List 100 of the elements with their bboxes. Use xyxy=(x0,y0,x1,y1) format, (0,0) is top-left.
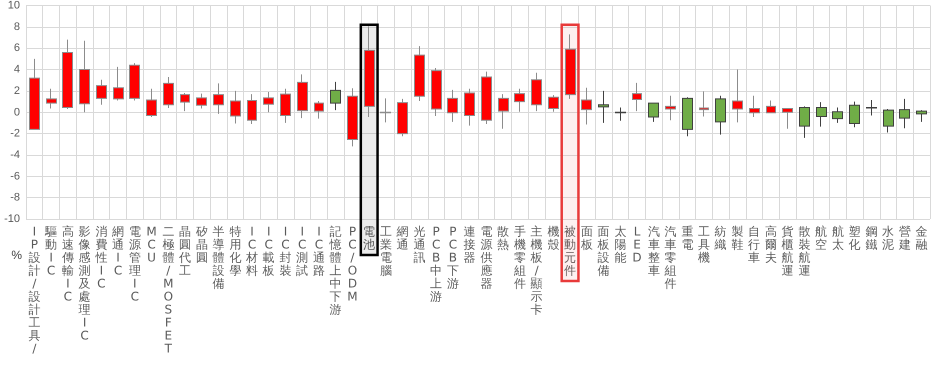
x-tick-label: PCB下游 xyxy=(446,224,459,290)
candlestick xyxy=(380,98,391,123)
candlestick xyxy=(431,67,442,116)
y-axis-title: % xyxy=(11,248,22,262)
candlestick xyxy=(247,94,257,124)
y-tick-label: -2 xyxy=(10,128,20,140)
x-tick-label: 連接器 xyxy=(464,224,476,264)
candlestick xyxy=(799,106,810,138)
x-tick-label: 塑化 xyxy=(848,224,861,252)
y-tick-label: -6 xyxy=(10,170,20,182)
candlestick xyxy=(514,88,525,112)
x-tick-label: 消費性IC xyxy=(94,224,108,290)
x-tick-label: 航太 xyxy=(832,224,844,252)
x-tick-label: 電源供應器 xyxy=(480,224,492,290)
x-tick-label: LED xyxy=(632,224,642,264)
candlestick xyxy=(699,90,709,118)
x-tick-label: 太陽能 xyxy=(614,224,626,264)
candlestick xyxy=(62,39,73,110)
candlestick xyxy=(180,92,190,112)
x-tick-label: 半導體設備 xyxy=(212,224,225,290)
candlestick xyxy=(96,79,107,106)
candlestick xyxy=(481,71,492,124)
x-tick-label: 重電 xyxy=(681,224,694,252)
y-tick-label: 8 xyxy=(14,20,20,33)
x-tick-label: IC封裝 xyxy=(279,224,292,278)
candlestick xyxy=(330,81,341,111)
x-tick-label: 製鞋 xyxy=(731,224,744,252)
y-tick-label: 2 xyxy=(14,84,20,97)
candlestick xyxy=(782,108,793,130)
candlestick xyxy=(715,95,726,136)
x-tick-label: 記憶體上中下游 xyxy=(328,224,342,316)
candlestick xyxy=(498,94,509,130)
x-tick-label: 工具機 xyxy=(698,224,710,264)
candlestick xyxy=(766,100,776,114)
y-tick-label: 10 xyxy=(8,0,20,12)
candlestick xyxy=(314,100,324,120)
candlestick xyxy=(581,87,592,126)
y-tick-label: 0 xyxy=(14,106,20,118)
category-label: 影像感測及處理IC xyxy=(78,224,91,342)
x-tick-label: 鋼鐵 xyxy=(865,224,878,252)
x-tick-label: 電源管理IC xyxy=(128,224,141,304)
x-tick-label: 汽車零組件 xyxy=(664,224,677,290)
candlestick xyxy=(280,88,291,124)
x-tick-label: 主機板/顯示卡 xyxy=(530,224,543,316)
candlestick xyxy=(899,98,910,129)
x-tick-label: IC通路 xyxy=(312,224,325,278)
x-tick-label: 金融 xyxy=(916,224,928,252)
candlestick xyxy=(916,110,927,122)
x-tick-label: 網通IC xyxy=(111,224,124,278)
x-tick-label: PC/ODM xyxy=(347,224,358,304)
candlestick xyxy=(648,102,659,122)
candlestick xyxy=(849,101,860,128)
x-tick-label: 矽晶圓 xyxy=(194,224,208,264)
candlestick xyxy=(866,99,877,116)
x-tick-label: 特用化學 xyxy=(229,224,242,278)
x-tick-label: 汽車整車 xyxy=(648,224,660,278)
candlestick xyxy=(632,82,642,112)
x-tick-label: IC測試 xyxy=(296,224,308,278)
x-tick-label: 自行車 xyxy=(748,224,760,264)
category-label: IP設計/設計工具/ xyxy=(28,224,40,356)
x-tick-label: 工業電腦 xyxy=(380,224,392,278)
candlestick xyxy=(832,106,843,124)
x-tick-label: 高速傳輸IC xyxy=(60,224,74,304)
candlestick xyxy=(447,89,458,122)
x-tick-label: IC載板 xyxy=(262,224,275,278)
x-tick-label: 散裝航運 xyxy=(798,224,810,278)
candlestick xyxy=(665,95,676,121)
candlestick xyxy=(46,88,57,110)
x-tick-label: 驅動IC xyxy=(44,224,58,278)
candlestick xyxy=(565,34,576,100)
x-tick-label: 手機零組件 xyxy=(512,224,526,290)
candlestick xyxy=(129,62,140,102)
x-tick-label: 營建 xyxy=(898,224,911,252)
candlestick xyxy=(297,74,308,119)
candlestick xyxy=(883,108,894,134)
candlestick xyxy=(29,58,40,130)
x-tick-label: 紡織 xyxy=(714,224,727,252)
candlestick xyxy=(464,88,475,126)
candlestick xyxy=(414,46,425,102)
x-tick-label: IC材料 xyxy=(245,224,258,278)
x-tick-label: 貨櫃航運 xyxy=(782,224,794,278)
candlestick xyxy=(196,93,207,110)
x-tick-label: 網通 xyxy=(396,224,409,252)
candlestick xyxy=(548,94,559,112)
candlestick xyxy=(163,76,174,108)
x-tick-label: PCB中上游 xyxy=(430,224,442,304)
candlestick xyxy=(615,106,626,122)
candlestick xyxy=(816,102,827,128)
y-tick-label: -10 xyxy=(4,213,20,225)
x-tick-label: 航空 xyxy=(815,224,828,252)
candlestick xyxy=(364,26,375,118)
candlestick xyxy=(230,90,241,124)
y-tick-label: 4 xyxy=(14,64,20,76)
y-tick-label: -8 xyxy=(10,192,20,204)
x-tick-label: 散熱 xyxy=(497,224,510,252)
x-tick-label: 電池 xyxy=(363,224,376,252)
candlestick xyxy=(598,90,609,124)
candlestick xyxy=(79,40,90,113)
x-tick-label: 面板 xyxy=(580,224,593,252)
x-tick-label: 高爾夫 xyxy=(764,224,777,264)
